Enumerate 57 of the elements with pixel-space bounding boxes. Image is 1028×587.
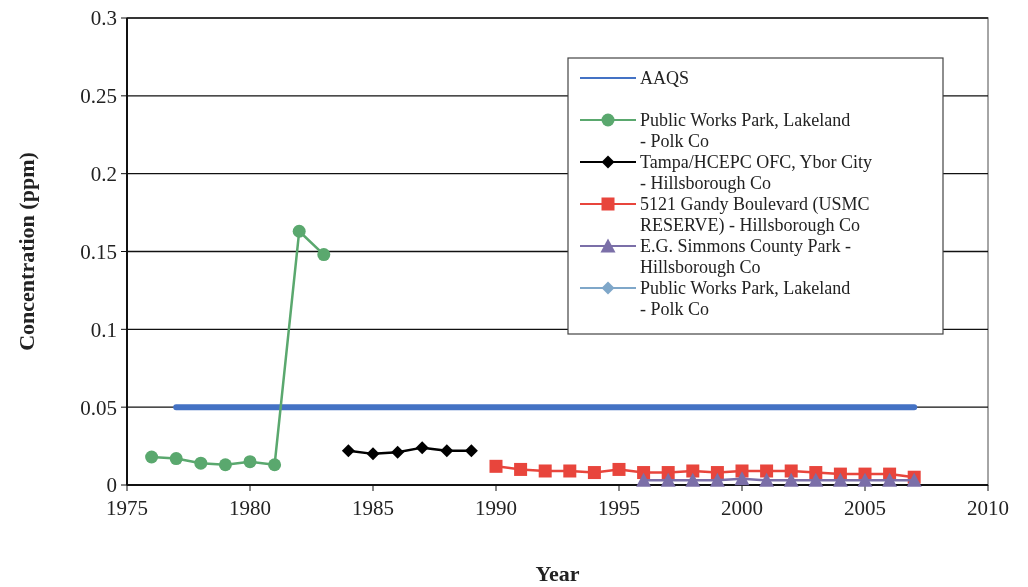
point xyxy=(366,447,380,461)
point xyxy=(882,472,898,487)
x-tick-label: 1990 xyxy=(475,496,517,520)
x-tick-label: 2005 xyxy=(844,496,886,520)
point xyxy=(734,471,750,486)
legend-label: AAQS xyxy=(640,68,690,89)
y-tick-label: 0.3 xyxy=(90,6,117,31)
legend-label: Public Works Park, Lakeland - Polk Co xyxy=(640,110,851,152)
legend-label: E.G. Simmons County Park - Hillsborough Co xyxy=(640,236,852,278)
x-tick-label: 1995 xyxy=(598,496,640,520)
y-tick-label: 0.1 xyxy=(90,317,117,342)
y-tick-label: 0.15 xyxy=(80,239,117,264)
point xyxy=(808,472,824,487)
point xyxy=(587,466,601,480)
point xyxy=(563,464,577,478)
point xyxy=(317,248,331,262)
point xyxy=(440,444,454,458)
x-tick-label: 1985 xyxy=(352,496,394,520)
legend-label: Tampa/HCEPC OFC, Ybor City - Hillsborough Co xyxy=(640,152,873,194)
point xyxy=(784,464,798,478)
point xyxy=(169,452,183,466)
point xyxy=(341,444,355,458)
point xyxy=(857,472,873,487)
point xyxy=(686,464,700,478)
x-tick-label: 2000 xyxy=(721,496,763,520)
point xyxy=(415,441,429,455)
x-axis-title: Year xyxy=(535,561,580,586)
y-axis-title: Concentration (ppm) xyxy=(14,152,39,351)
point xyxy=(783,472,799,487)
point xyxy=(636,472,652,487)
point xyxy=(218,458,232,472)
point xyxy=(489,459,503,473)
point xyxy=(538,464,552,478)
point xyxy=(292,224,306,238)
point xyxy=(612,462,626,476)
y-tick-label: 0 xyxy=(106,473,117,498)
y-tick-label: 0.25 xyxy=(80,84,117,109)
x-tick-label: 2010 xyxy=(967,496,1009,520)
y-tick-label: 0.2 xyxy=(90,162,117,187)
point xyxy=(660,472,676,487)
point xyxy=(709,472,725,487)
point xyxy=(268,458,282,472)
point xyxy=(145,450,159,464)
legend-label: 5121 Gandy Boulevard (USMC RESERVE) - Hillsborough Co xyxy=(640,194,870,237)
point xyxy=(391,445,405,459)
legend-label: Public Works Park, Lakeland - Polk Co xyxy=(640,278,851,320)
point xyxy=(760,464,774,478)
point xyxy=(759,472,775,487)
point xyxy=(832,472,848,487)
point xyxy=(685,472,701,487)
point xyxy=(194,456,208,470)
point xyxy=(243,455,257,469)
y-tick-label: 0.05 xyxy=(80,395,117,420)
x-tick-label: 1980 xyxy=(229,496,271,520)
point xyxy=(464,444,478,458)
point xyxy=(514,462,528,476)
x-tick-label: 1975 xyxy=(106,496,148,520)
